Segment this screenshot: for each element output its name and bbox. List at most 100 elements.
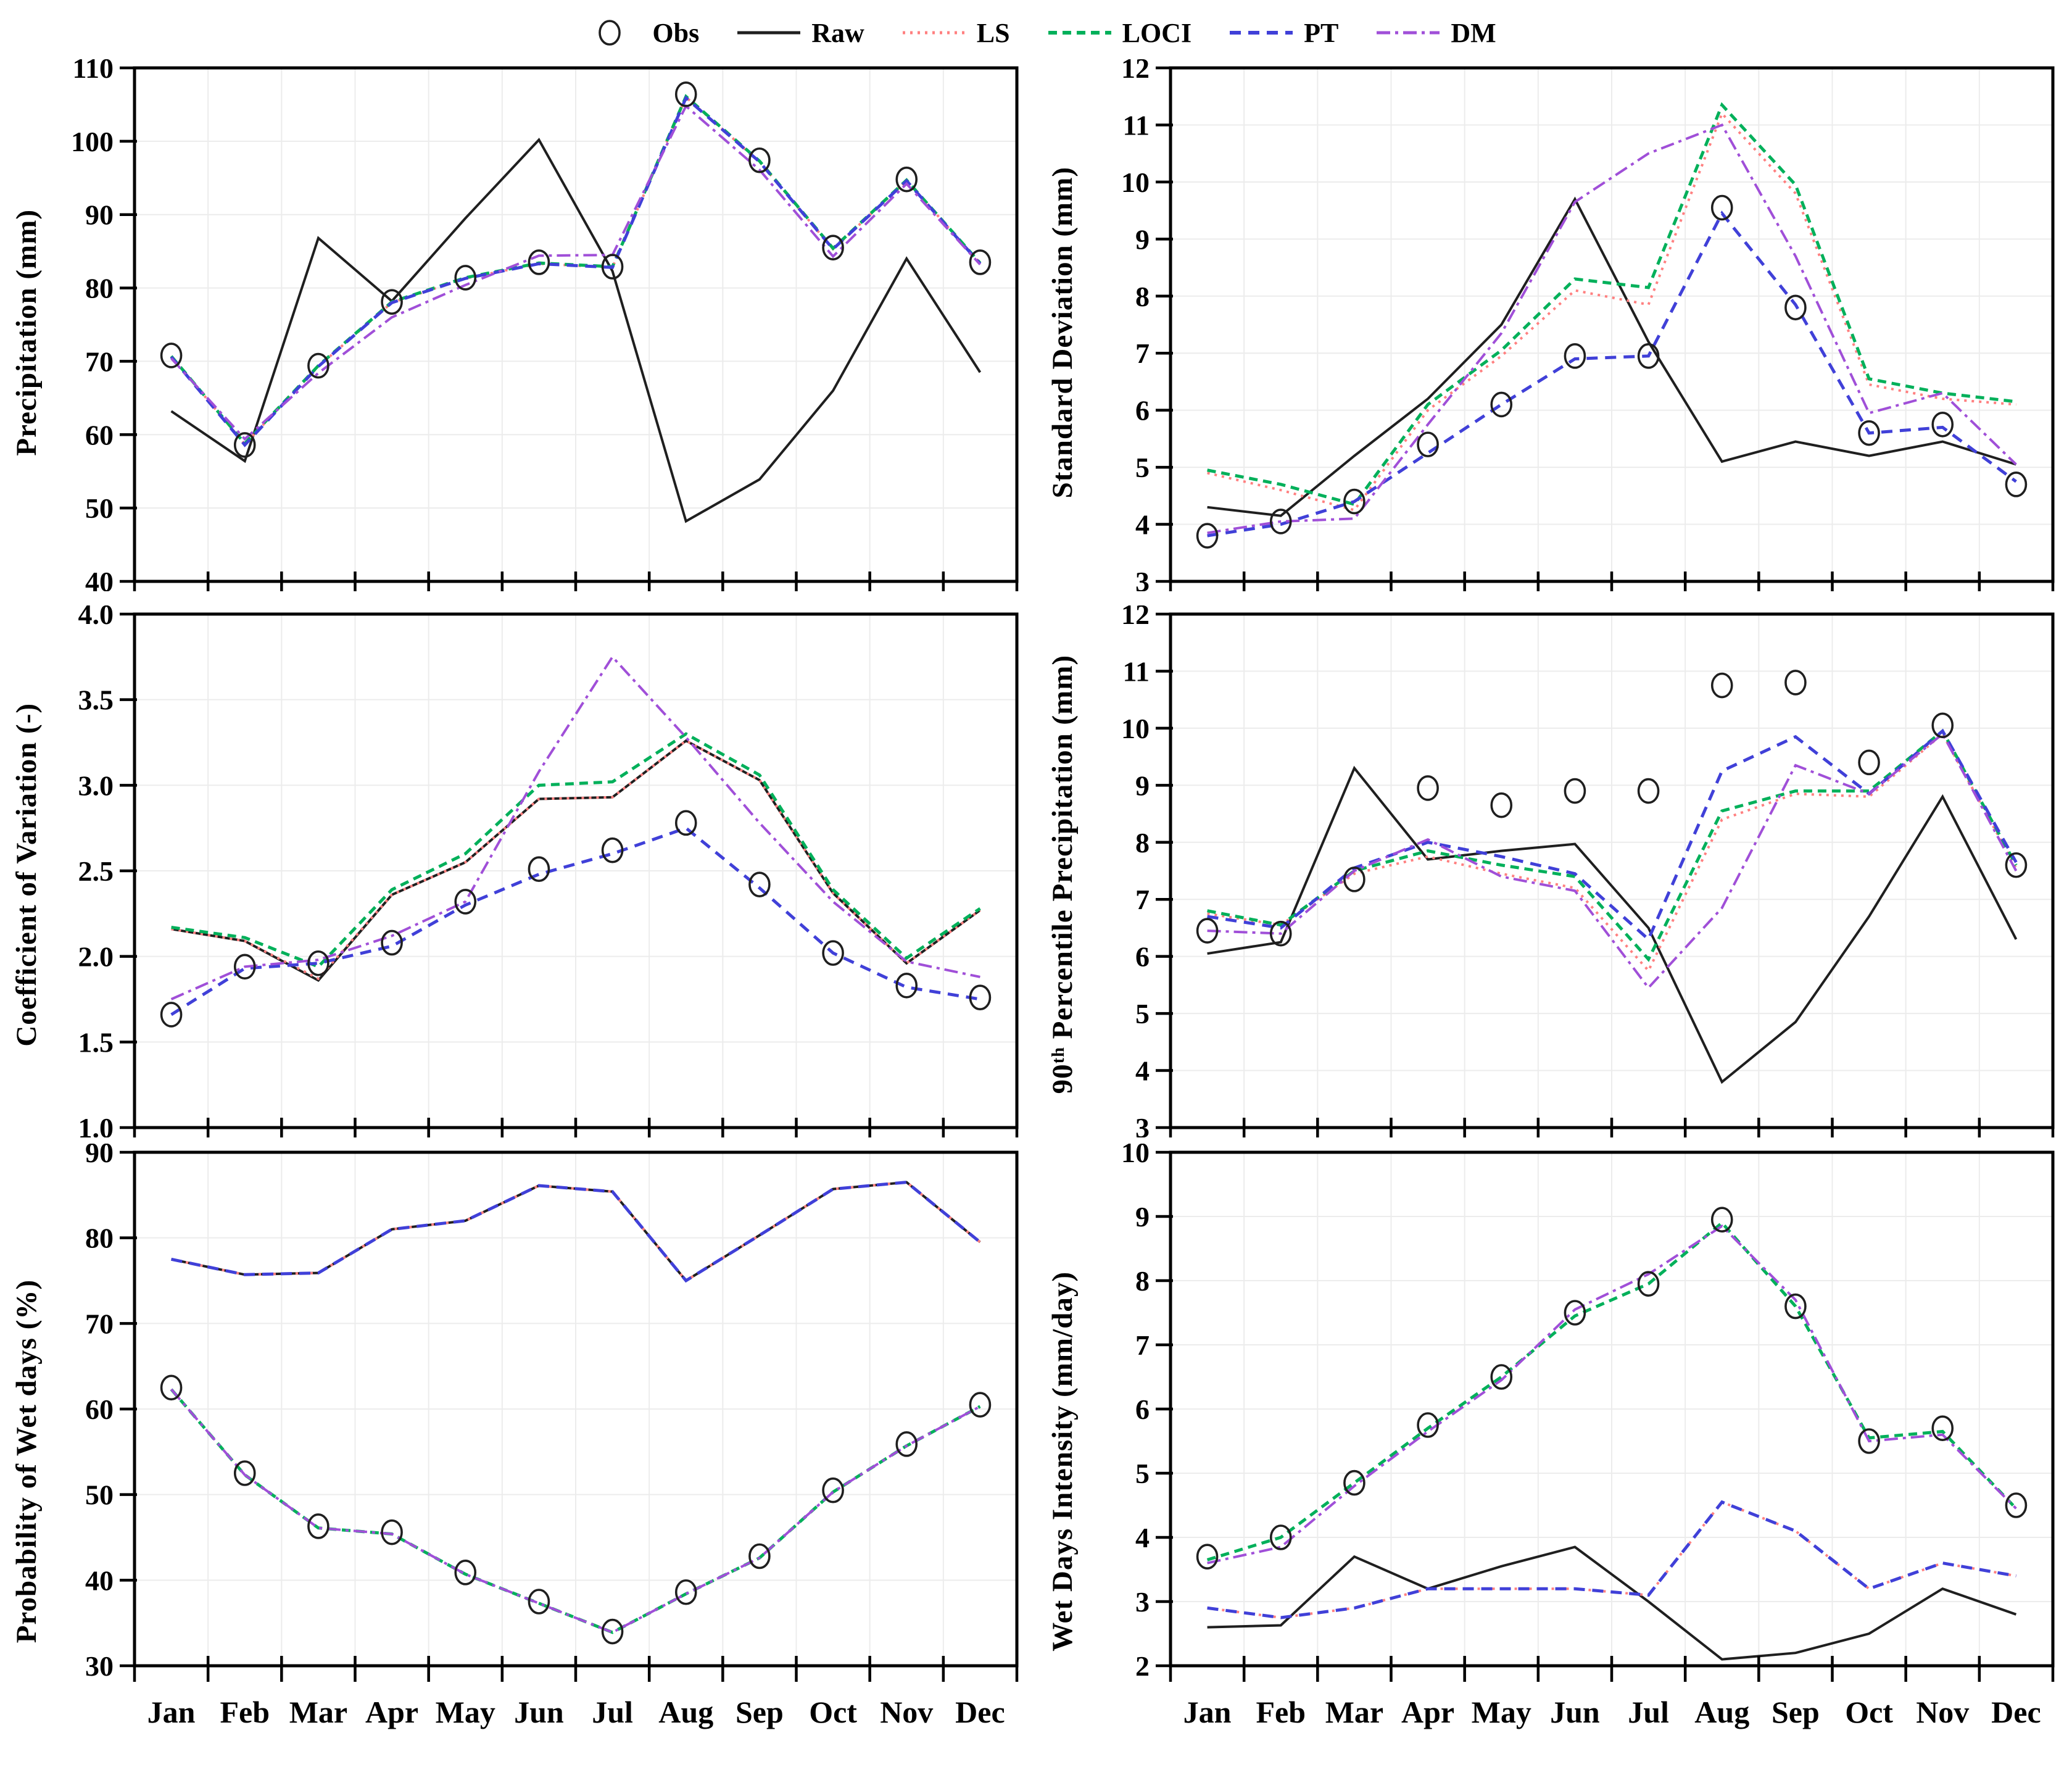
svg-text:90: 90 xyxy=(85,1144,114,1168)
svg-text:90: 90 xyxy=(85,199,114,231)
svg-text:10: 10 xyxy=(1121,713,1150,744)
chart-legend: Obs Raw LS LOCI PT DM xyxy=(0,0,2072,59)
standard-deviation-plot: 3 4 5 6 7 8 9 10 11 12 xyxy=(1121,59,2055,591)
svg-text:Jun: Jun xyxy=(1550,1695,1600,1729)
svg-text:7: 7 xyxy=(1135,884,1150,915)
svg-text:Sep: Sep xyxy=(1772,1695,1820,1729)
panel-coefficient-of-variation: Coefficient of Variation (-) 1.0 1.5 2.0 2.… xyxy=(0,605,1036,1144)
svg-text:4: 4 xyxy=(1135,509,1150,541)
svg-text:11: 11 xyxy=(1123,655,1150,687)
legend-item-pt: PT xyxy=(1227,17,1338,49)
svg-text:10: 10 xyxy=(1121,1144,1150,1168)
svg-text:5: 5 xyxy=(1135,452,1150,483)
svg-text:Aug: Aug xyxy=(658,1695,713,1729)
svg-text:May: May xyxy=(436,1695,495,1729)
legend-label: PT xyxy=(1304,17,1339,48)
panel-standard-deviation: Standard Deviation (mm) 3 4 5 6 7 8 9 10 11 12 xyxy=(1036,59,2072,605)
legend-item-obs: Obs xyxy=(576,17,699,49)
svg-text:3.0: 3.0 xyxy=(78,770,114,801)
legend-item-raw: Raw xyxy=(735,17,864,49)
svg-text:7: 7 xyxy=(1135,338,1150,369)
svg-text:3: 3 xyxy=(1135,1586,1150,1618)
svg-text:8: 8 xyxy=(1135,1265,1150,1297)
svg-text:Sep: Sep xyxy=(736,1695,784,1729)
probability-wet-days-plot: 30 40 50 60 70 80 90 Jan Feb Mar Apr May Jun Jul Aug Se… xyxy=(85,1144,1019,1729)
svg-text:Mar: Mar xyxy=(289,1695,347,1729)
svg-text:Aug: Aug xyxy=(1694,1695,1749,1729)
legend-label: DM xyxy=(1451,17,1496,48)
svg-text:3: 3 xyxy=(1135,1112,1150,1137)
svg-text:2.5: 2.5 xyxy=(78,855,114,887)
svg-text:80: 80 xyxy=(85,273,114,304)
legend-item-dm: DM xyxy=(1374,17,1496,49)
svg-text:Oct: Oct xyxy=(1845,1695,1893,1729)
svg-text:Apr: Apr xyxy=(365,1695,418,1729)
svg-text:May: May xyxy=(1472,1695,1531,1729)
svg-text:40: 40 xyxy=(85,1565,114,1596)
svg-text:Feb: Feb xyxy=(1256,1695,1306,1729)
svg-text:1.5: 1.5 xyxy=(78,1026,114,1058)
legend-item-loci: LOCI xyxy=(1046,17,1191,49)
svg-text:6: 6 xyxy=(1135,395,1150,426)
ls-line-icon xyxy=(902,31,966,35)
svg-text:3.5: 3.5 xyxy=(78,684,114,716)
y-axis-title: Standard Deviation (mm) xyxy=(1046,166,1079,499)
svg-text:4: 4 xyxy=(1135,1055,1150,1087)
svg-text:8: 8 xyxy=(1135,281,1150,312)
svg-text:40: 40 xyxy=(85,566,114,591)
svg-text:110: 110 xyxy=(73,59,114,84)
legend-label: Raw xyxy=(811,17,864,48)
panel-probability-wet-days: Probability of Wet days (%) 30 40 50 60 70 80… xyxy=(0,1144,1036,1775)
svg-text:9: 9 xyxy=(1135,223,1150,255)
raw-line-icon xyxy=(737,31,801,35)
coefficient-of-variation-plot: 1.0 1.5 2.0 2.5 3.0 3.5 4.0 xyxy=(78,605,1019,1137)
svg-text:9: 9 xyxy=(1135,770,1150,801)
svg-text:60: 60 xyxy=(85,1394,114,1425)
y-axis-title: Wet Days Intensity (mm/day) xyxy=(1046,1271,1079,1652)
y-axis-title: Coefficient of Variation (-) xyxy=(10,702,43,1047)
svg-text:4.0: 4.0 xyxy=(78,605,114,630)
svg-text:6: 6 xyxy=(1135,941,1150,973)
svg-text:2.0: 2.0 xyxy=(78,941,114,973)
wet-days-intensity-plot: 2 3 4 5 6 7 8 9 10 Jan Feb Mar Apr May Jun Jul Aug Sep Oct… xyxy=(1121,1144,2055,1729)
svg-text:Jul: Jul xyxy=(1628,1695,1669,1729)
svg-text:6: 6 xyxy=(1135,1394,1150,1425)
svg-text:1.0: 1.0 xyxy=(78,1112,114,1137)
y-axis-title: Probability of Wet days (%) xyxy=(10,1279,43,1644)
obs-marker-icon xyxy=(599,20,621,46)
svg-text:11: 11 xyxy=(1123,109,1150,141)
y-axis-title: 90ᵗʰ Percentile Precipitation (mm) xyxy=(1046,655,1079,1094)
svg-text:5: 5 xyxy=(1135,1458,1150,1489)
svg-text:7: 7 xyxy=(1135,1329,1150,1361)
svg-text:80: 80 xyxy=(85,1223,114,1254)
loci-line-icon xyxy=(1048,31,1111,35)
precipitation-plot: 40 50 60 70 80 90 100 110 xyxy=(71,59,1019,591)
svg-text:50: 50 xyxy=(85,493,114,524)
svg-text:Jul: Jul xyxy=(592,1695,633,1729)
svg-text:70: 70 xyxy=(85,1308,114,1339)
svg-text:60: 60 xyxy=(85,419,114,451)
svg-text:Jan: Jan xyxy=(1183,1695,1232,1729)
svg-text:50: 50 xyxy=(85,1479,114,1511)
legend-label: LS xyxy=(976,17,1010,48)
svg-text:9: 9 xyxy=(1135,1201,1150,1233)
panel-wet-days-intensity: Wet Days Intensity (mm/day) 2 3 4 5 6 7 8 9 10 Ja… xyxy=(1036,1144,2072,1775)
svg-text:Apr: Apr xyxy=(1401,1695,1454,1729)
pt-line-icon xyxy=(1230,31,1293,35)
svg-text:Jun: Jun xyxy=(514,1695,564,1729)
svg-text:Nov: Nov xyxy=(1916,1695,1969,1729)
svg-text:100: 100 xyxy=(71,126,114,157)
svg-text:30: 30 xyxy=(85,1650,114,1682)
svg-text:Dec: Dec xyxy=(955,1695,1005,1729)
svg-text:2: 2 xyxy=(1135,1650,1150,1682)
svg-text:12: 12 xyxy=(1121,605,1150,630)
90th-percentile-plot: 3 4 5 6 7 8 9 10 11 12 xyxy=(1121,605,2055,1137)
panel-grid: Precipitation (mm) 40 50 60 70 80 90 100 110 St… xyxy=(0,59,2072,1775)
svg-text:Nov: Nov xyxy=(880,1695,933,1729)
svg-text:3: 3 xyxy=(1135,566,1150,591)
svg-text:Oct: Oct xyxy=(809,1695,857,1729)
svg-text:12: 12 xyxy=(1121,59,1150,84)
svg-text:Jan: Jan xyxy=(147,1695,196,1729)
svg-text:Feb: Feb xyxy=(220,1695,270,1729)
